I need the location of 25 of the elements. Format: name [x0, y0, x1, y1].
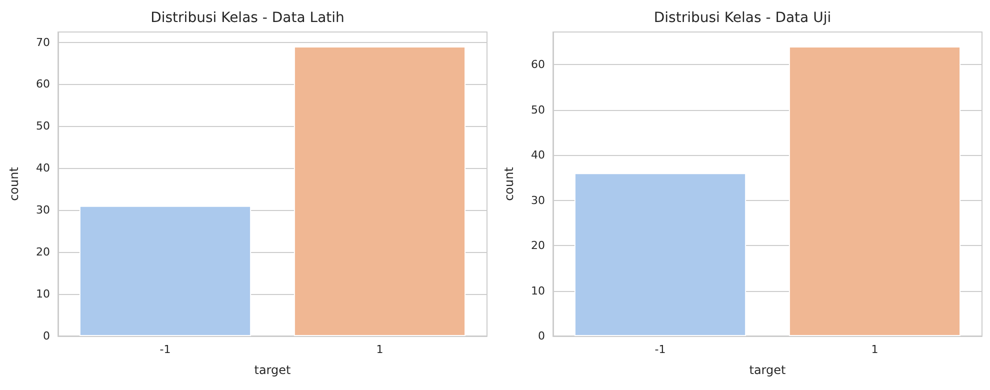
x-axis-title: target — [254, 363, 292, 377]
y-tick-label: 10 — [36, 288, 50, 301]
y-tick-label: 60 — [531, 58, 545, 72]
y-tick-label: 60 — [36, 78, 50, 91]
x-axis-title: target — [749, 363, 786, 377]
y-axis-title: count — [7, 166, 21, 201]
y-tick-label: 50 — [531, 103, 545, 116]
x-tick-label: 1 — [376, 343, 384, 356]
y-tick-label: 30 — [531, 194, 545, 207]
y-tick-label: 40 — [36, 162, 50, 175]
y-tick-label: 50 — [36, 120, 50, 133]
y-tick-label: 40 — [531, 148, 545, 162]
y-tick-label: 0 — [43, 330, 50, 342]
x-tick-label: -1 — [160, 343, 171, 356]
y-tick-label: 30 — [36, 204, 50, 217]
x-tick-label: 1 — [871, 343, 878, 356]
y-tick-label: 0 — [538, 330, 545, 342]
y-axis-title: count — [502, 166, 516, 201]
y-tick-label: 20 — [36, 246, 50, 259]
chart-title: Distribusi Kelas - Data Latih — [150, 10, 344, 26]
chart-title: Distribusi Kelas - Data Uji — [654, 10, 832, 26]
x-tick-label: -1 — [654, 343, 666, 356]
y-tick-label: 10 — [531, 284, 545, 298]
y-tick-label: 70 — [36, 36, 50, 49]
y-tick-label: 20 — [531, 239, 545, 252]
